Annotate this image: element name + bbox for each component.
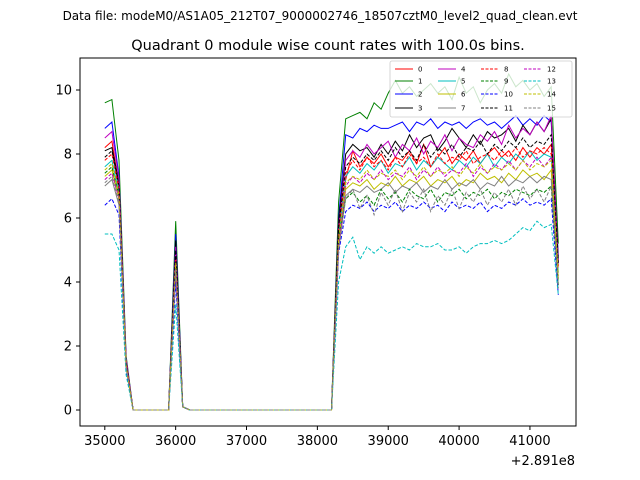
x-tick-label: 36000	[155, 434, 196, 449]
legend-label-0: 0	[418, 66, 422, 74]
y-tick-label: 6	[64, 212, 72, 227]
series-line-10	[104, 197, 559, 411]
legend-label-1: 1	[418, 78, 422, 86]
y-tick-label: 10	[55, 84, 72, 99]
legend-label-10: 10	[504, 91, 513, 99]
figure-suptitle: Data file: modeM0/AS1A05_212T07_90000027…	[63, 9, 578, 23]
chart-title: Quadrant 0 module wise count rates with …	[131, 38, 525, 54]
legend-label-9: 9	[504, 78, 508, 86]
legend-label-15: 15	[547, 105, 556, 113]
y-tick-label: 0	[64, 404, 72, 419]
plot-area	[79, 57, 577, 427]
legend-label-13: 13	[547, 78, 556, 86]
series-layer	[104, 72, 559, 411]
x-tick-label: 40000	[438, 434, 479, 449]
legend-box	[389, 60, 573, 118]
legend-label-5: 5	[461, 78, 465, 86]
x-tick-label: 39000	[368, 434, 409, 449]
legend-label-11: 11	[504, 105, 513, 113]
y-tick-label: 2	[64, 340, 72, 355]
y-tick-label: 4	[64, 276, 72, 291]
y-axis: 0 2 4 6 8 10	[55, 84, 80, 419]
legend-label-6: 6	[461, 91, 466, 99]
legend-label-4: 4	[461, 66, 466, 74]
legend-label-3: 3	[418, 105, 422, 113]
x-tick-label: 37000	[226, 434, 267, 449]
legend-label-12: 12	[547, 66, 556, 74]
x-tick-label: 41000	[509, 434, 550, 449]
x-tick-label: 38000	[297, 434, 338, 449]
x-offset-label: +2.891e8	[511, 454, 575, 469]
y-tick-label: 8	[64, 148, 72, 163]
axes-frame	[79, 57, 577, 427]
axes-background	[80, 58, 576, 426]
x-axis: 35000 36000 37000 38000 39000 40000 41000	[84, 426, 551, 449]
legend-label-8: 8	[504, 66, 508, 74]
legend-label-7: 7	[461, 105, 465, 113]
legend-label-14: 14	[547, 91, 556, 99]
legend-label-2: 2	[418, 91, 422, 99]
x-tick-label: 35000	[84, 434, 125, 449]
